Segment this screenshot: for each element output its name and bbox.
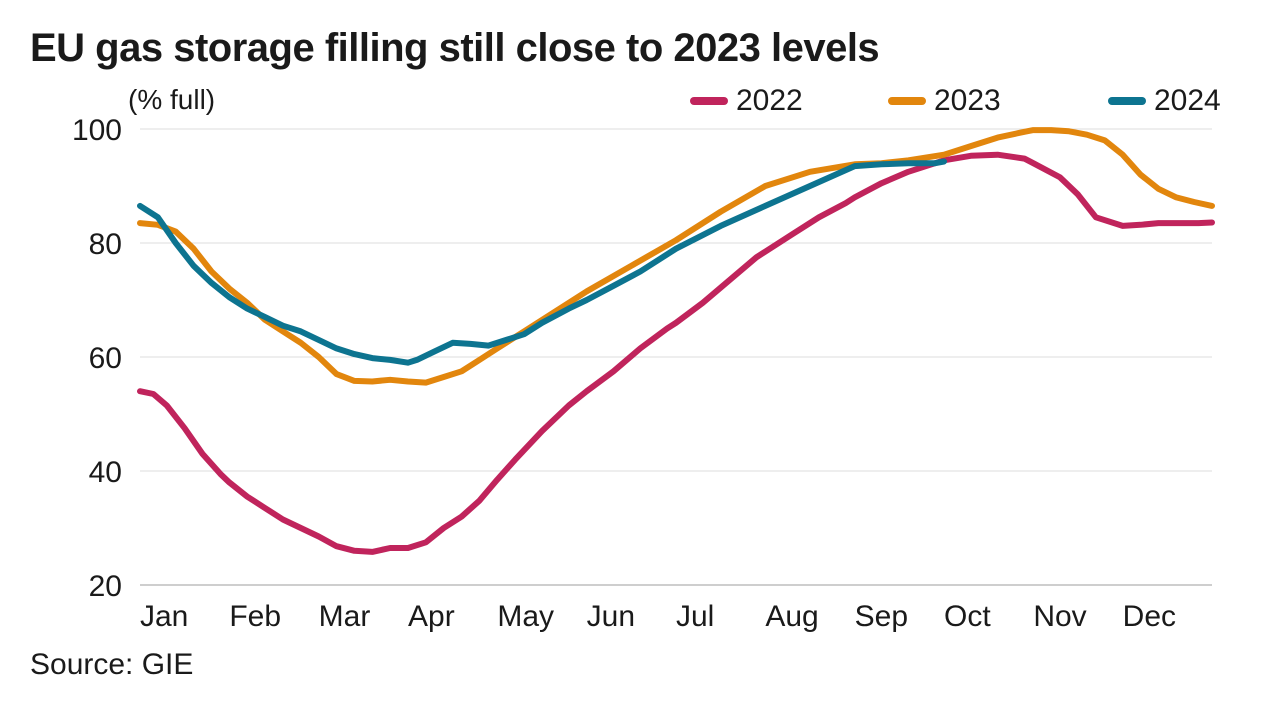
x-tick-label-aug: Aug: [765, 600, 818, 633]
series-lines: [137, 127, 1215, 555]
legend-swatch-2024: [1108, 97, 1146, 105]
x-tick-label-nov: Nov: [1033, 600, 1086, 633]
y-tick-label: 100: [72, 114, 122, 147]
legend-item-2024: 2024: [1108, 84, 1221, 118]
x-tick-label-jun: Jun: [587, 600, 635, 633]
y-tick-label: 20: [89, 570, 122, 603]
series-line-2022: [137, 151, 1215, 555]
x-tick-label-feb: Feb: [229, 600, 281, 633]
x-tick-label-mar: Mar: [319, 600, 371, 633]
x-tick-label-dec: Dec: [1123, 600, 1176, 633]
legend-label-2024: 2024: [1154, 84, 1221, 117]
x-tick-label-jan: Jan: [140, 600, 188, 633]
legend-swatch-2022: [690, 97, 728, 105]
legend-item-2023: 2023: [888, 84, 1001, 118]
legend-item-2022: 2022: [690, 84, 803, 118]
source-note: Source: GIE: [30, 648, 194, 681]
y-axis-ticks: 20 40 60 80 100: [72, 114, 122, 603]
series-line-2024: [137, 158, 947, 366]
x-axis-ticks: Jan Feb Mar Apr May Jun Jul Aug Sep Oct Nov Dec: [140, 600, 1176, 633]
chart-title: EU gas storage filling still close to 20…: [30, 26, 880, 70]
y-tick-label: 40: [89, 456, 122, 489]
x-tick-label-jul: Jul: [676, 600, 714, 633]
gridlines: [140, 128, 1212, 586]
x-tick-label-sep: Sep: [855, 600, 908, 633]
legend-label-2022: 2022: [736, 84, 803, 117]
y-tick-label: 80: [89, 228, 122, 261]
x-tick-label-apr: Apr: [408, 600, 455, 633]
y-tick-label: 60: [89, 342, 122, 375]
x-tick-label-oct: Oct: [944, 600, 991, 633]
x-tick-label-may: May: [497, 600, 554, 633]
legend-label-2023: 2023: [934, 84, 1001, 117]
series-line-2023: [137, 127, 1215, 386]
y-axis-unit-label: (% full): [128, 84, 216, 115]
legend-swatch-2023: [888, 97, 926, 105]
